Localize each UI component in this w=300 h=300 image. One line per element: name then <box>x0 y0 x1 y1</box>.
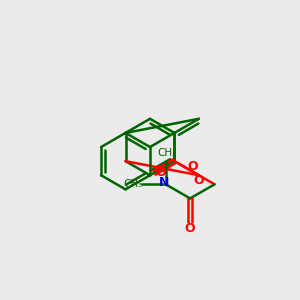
Text: O: O <box>156 166 166 179</box>
Text: O: O <box>194 174 204 187</box>
Text: O: O <box>188 160 198 173</box>
Text: O: O <box>185 222 195 235</box>
Text: N: N <box>159 176 169 189</box>
Text: CH₃: CH₃ <box>123 179 142 189</box>
Text: CH₃: CH₃ <box>158 148 177 158</box>
